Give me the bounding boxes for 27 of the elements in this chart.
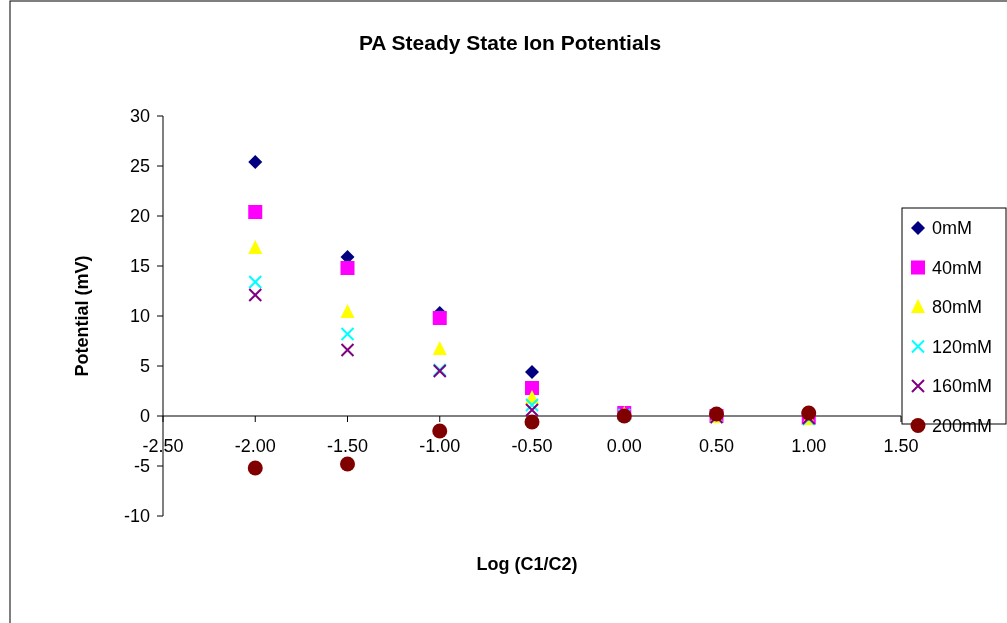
x-tick-label: -1.50 (326, 436, 369, 456)
y-axis-title: Potential (mV) (72, 255, 92, 377)
x-tick-label: 0.00 (606, 436, 642, 456)
y-tick-label: 15 (129, 256, 150, 277)
x-tick-label: -1.00 (419, 436, 461, 456)
y-tick-label: -5 (133, 456, 150, 477)
x-tick-label: -2.50 (142, 436, 184, 456)
chart-title: PA Steady State Ion Potentials (358, 31, 662, 54)
x-tick-label: 1.00 (791, 436, 827, 456)
x-axis-title: Log (C1/C2) (476, 554, 578, 574)
legend-label: 40mM (932, 257, 983, 278)
x-tick-label: -2.00 (234, 436, 276, 456)
y-tick-label: 0 (139, 406, 150, 427)
legend-label: 120mM (932, 336, 993, 357)
legend-label: 160mM (932, 376, 993, 397)
x-tick-label: 0.50 (698, 436, 735, 456)
y-tick-label: 10 (129, 306, 150, 327)
legend-label: 200mM (932, 415, 993, 436)
legend-label: 0mM (932, 218, 972, 239)
y-tick-label: 30 (129, 106, 150, 127)
x-tick-label: 1.50 (883, 436, 919, 456)
y-tick-label: 5 (139, 356, 150, 377)
y-tick-label: 25 (129, 156, 150, 177)
legend-label: 80mM (932, 297, 983, 318)
x-tick-label: -0.50 (511, 436, 553, 456)
y-tick-label: -10 (123, 506, 150, 527)
y-tick-label: 20 (129, 206, 150, 227)
